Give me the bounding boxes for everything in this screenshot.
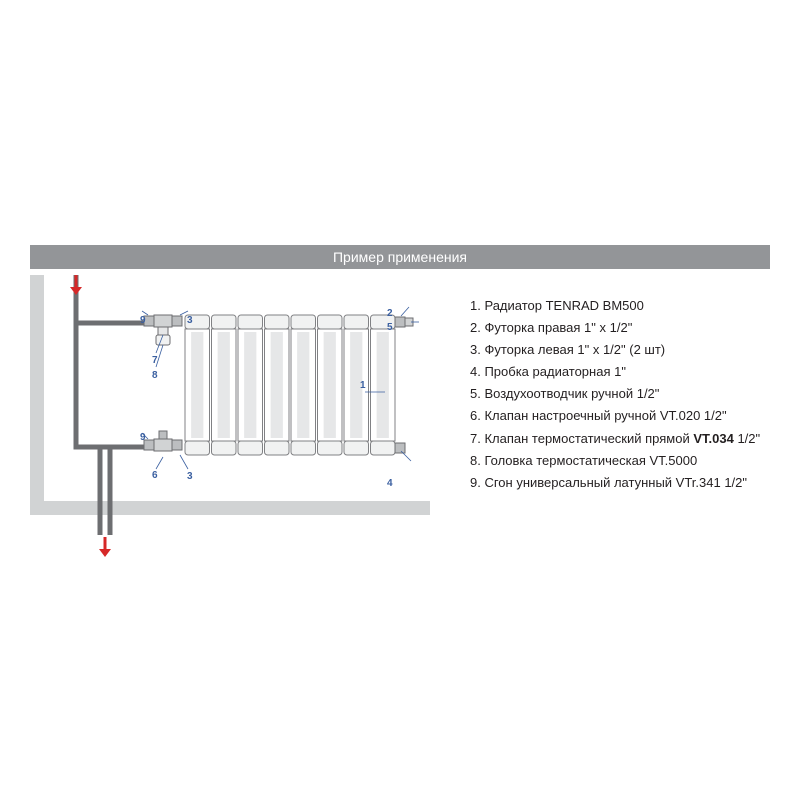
- legend-item: 8. Головка термостатическая VT.5000: [470, 450, 760, 472]
- legend-item: 3. Футорка левая 1" x 1/2" (2 шт): [470, 339, 760, 361]
- callout-number: 4: [387, 478, 393, 489]
- callout-number: 2: [387, 308, 393, 319]
- legend-item: 6. Клапан настроечный ручной VT.020 1/2": [470, 405, 760, 427]
- callout-number: 8: [152, 370, 158, 381]
- legend-list: 1. Радиатор TENRAD BM5002. Футорка права…: [470, 295, 760, 494]
- legend-item: 1. Радиатор TENRAD BM500: [470, 295, 760, 317]
- radiator-diagram: [30, 275, 450, 575]
- legend-item: 9. Сгон универсальный латунный VTr.341 1…: [470, 472, 760, 494]
- legend-item: 4. Пробка радиаторная 1": [470, 361, 760, 383]
- callout-number: 3: [187, 471, 193, 482]
- legend-item: 2. Футорка правая 1" x 1/2": [470, 317, 760, 339]
- callout-number: 1: [360, 380, 366, 391]
- callout-number: 6: [152, 470, 158, 481]
- legend-item: 5. Воздухоотводчик ручной 1/2": [470, 383, 760, 405]
- legend-item: 7. Клапан термостатический прямой VT.034…: [470, 428, 760, 450]
- callout-number: 3: [187, 315, 193, 326]
- callout-number: 9: [140, 315, 146, 326]
- callout-number: 9: [140, 432, 146, 443]
- callout-number: 5: [387, 322, 393, 333]
- callout-number: 7: [152, 355, 158, 366]
- section-title: Пример применения: [30, 245, 770, 269]
